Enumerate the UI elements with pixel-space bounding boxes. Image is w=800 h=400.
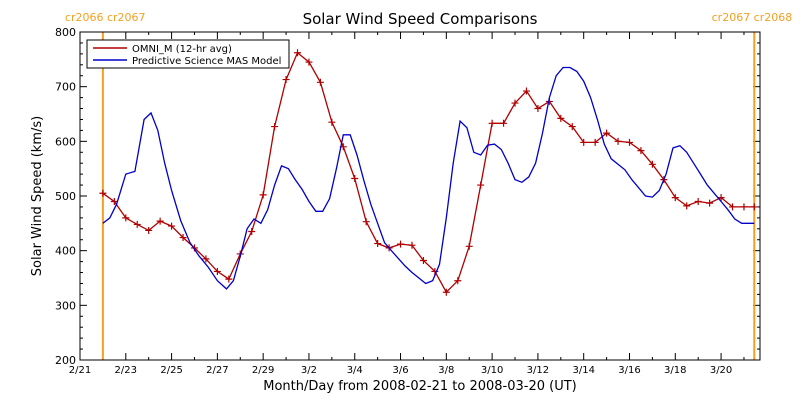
data-point-omni [351, 175, 359, 183]
y-tick-label: 300 [55, 299, 76, 312]
x-tick-label: 3/10 [481, 365, 503, 376]
x-tick-label: 2/23 [115, 365, 137, 376]
data-point-omni [305, 58, 313, 66]
data-point-omni [419, 257, 427, 265]
data-point-omni [591, 138, 599, 146]
data-point-omni [637, 147, 645, 155]
data-point-omni [683, 202, 691, 210]
data-point-omni [133, 220, 141, 228]
data-point-omni [328, 118, 336, 126]
legend-label-mas: Predictive Science MAS Model [132, 56, 281, 67]
data-point-omni [374, 240, 382, 248]
x-tick-label: 3/20 [710, 365, 732, 376]
x-tick-label: 3/6 [392, 365, 408, 376]
data-point-omni [362, 218, 370, 226]
y-tick-label: 600 [55, 135, 76, 148]
y-tick-label: 800 [55, 26, 76, 39]
data-point-omni [603, 129, 611, 137]
data-point-omni [717, 194, 725, 202]
x-tick-label: 3/14 [572, 365, 594, 376]
data-point-omni [179, 234, 187, 242]
data-point-omni [271, 123, 279, 131]
data-point-omni [145, 226, 153, 234]
data-point-omni [99, 189, 107, 197]
data-point-omni [465, 242, 473, 250]
data-point-omni [316, 78, 324, 86]
data-point-omni [522, 87, 530, 95]
y-tick-label: 500 [55, 190, 76, 203]
y-tick-label: 200 [55, 354, 76, 367]
data-point-omni [488, 119, 496, 127]
data-point-omni [706, 199, 714, 207]
data-point-omni [259, 191, 267, 199]
data-point-omni [122, 214, 130, 222]
x-tick-label: 3/18 [664, 365, 686, 376]
data-point-omni [454, 277, 462, 285]
data-point-omni [625, 138, 633, 146]
data-point-omni [534, 105, 542, 113]
carrington-marker-label: cr2067 cr2068 [712, 11, 793, 24]
legend-label-omni: OMNI_M (12-hr avg) [132, 44, 232, 55]
data-point-omni [213, 267, 221, 275]
plot-frame [79, 31, 761, 361]
data-point-omni [168, 222, 176, 230]
y-axis-title: Solar Wind Speed (km/s) [30, 116, 45, 276]
data-point-omni [397, 240, 405, 248]
data-point-omni [248, 228, 256, 236]
data-point-omni [500, 119, 508, 127]
data-point-omni [511, 99, 519, 107]
x-tick-label: 3/8 [438, 365, 454, 376]
x-tick-label: 3/4 [347, 365, 363, 376]
data-point-omni [694, 197, 702, 205]
data-point-omni [729, 203, 737, 211]
data-point-omni [557, 114, 565, 122]
chart-title: Solar Wind Speed Comparisons [303, 10, 538, 28]
legend-box [86, 39, 290, 69]
data-point-omni [580, 138, 588, 146]
x-tick-label: 3/12 [527, 365, 549, 376]
series-line-mas [102, 66, 755, 290]
x-tick-label: 2/27 [206, 365, 228, 376]
data-point-omni [671, 194, 679, 202]
data-point-omni [156, 217, 164, 225]
data-point-omni [568, 123, 576, 131]
data-point-omni [750, 203, 758, 211]
x-tick-label: 3/2 [301, 365, 317, 376]
data-point-omni [202, 255, 210, 263]
data-point-omni [225, 275, 233, 283]
y-tick-label: 400 [55, 245, 76, 258]
x-tick-label: 2/21 [69, 365, 91, 376]
data-point-omni [648, 160, 656, 168]
data-point-omni [740, 203, 748, 211]
x-tick-label: 2/25 [160, 365, 182, 376]
y-tick-label: 700 [55, 81, 76, 94]
data-point-omni [477, 181, 485, 189]
data-point-omni [294, 49, 302, 57]
carrington-marker-label: cr2066 cr2067 [65, 11, 146, 24]
legend: OMNI_M (12-hr avg) Predictive Science MA… [86, 39, 290, 69]
x-tick-label: 3/16 [618, 365, 640, 376]
data-point-omni [614, 137, 622, 145]
data-point-omni [282, 76, 290, 84]
data-point-omni [110, 197, 118, 205]
data-point-omni [442, 288, 450, 296]
data-point-omni [408, 241, 416, 249]
x-tick-label: 2/29 [252, 365, 274, 376]
series-line-omni [102, 51, 755, 294]
x-axis-title: Month/Day from 2008-02-21 to 2008-03-20 … [263, 379, 576, 394]
